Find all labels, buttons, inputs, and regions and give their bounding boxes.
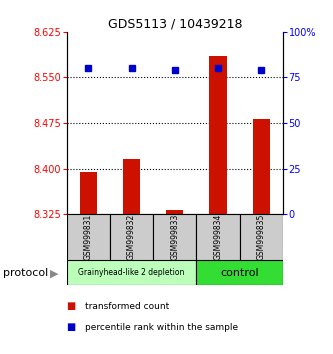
Bar: [209, 56, 227, 214]
Text: ▶: ▶: [50, 268, 58, 278]
Text: GSM999831: GSM999831: [84, 214, 93, 260]
Bar: [196, 260, 283, 285]
Text: ■: ■: [67, 301, 76, 311]
Bar: [80, 172, 97, 214]
Text: ■: ■: [67, 322, 76, 332]
Bar: [253, 119, 270, 214]
Bar: [67, 214, 110, 260]
Text: protocol: protocol: [3, 268, 49, 278]
Bar: [153, 214, 196, 260]
Bar: [110, 214, 153, 260]
Bar: [240, 214, 283, 260]
Bar: [123, 160, 140, 214]
Text: control: control: [220, 268, 259, 278]
Bar: [67, 260, 196, 285]
Bar: [166, 210, 183, 214]
Text: GSM999832: GSM999832: [127, 214, 136, 260]
Text: percentile rank within the sample: percentile rank within the sample: [85, 323, 238, 332]
Text: GSM999834: GSM999834: [213, 214, 223, 261]
Title: GDS5113 / 10439218: GDS5113 / 10439218: [108, 18, 242, 31]
Text: transformed count: transformed count: [85, 302, 169, 311]
Text: GSM999833: GSM999833: [170, 214, 179, 261]
Bar: [196, 214, 240, 260]
Text: Grainyhead-like 2 depletion: Grainyhead-like 2 depletion: [78, 268, 185, 277]
Text: GSM999835: GSM999835: [257, 214, 266, 261]
